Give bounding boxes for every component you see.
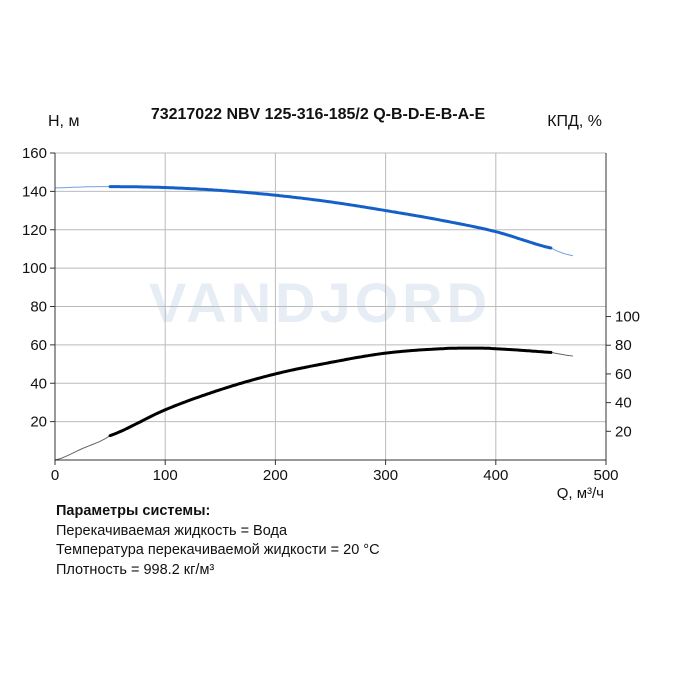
efficiency-curve bbox=[108, 346, 553, 438]
y-tick-label: 120 bbox=[22, 222, 47, 239]
y2-tick-label: 80 bbox=[615, 337, 632, 354]
param-temperature: Температура перекачиваемой жидкости = 20… bbox=[56, 542, 380, 558]
param-density: Плотность = 998.2 кг/м³ bbox=[56, 561, 215, 578]
chart-title: 73217022 NBV 125-316-185/2 Q-B-D-E-B-A-E bbox=[151, 106, 486, 123]
y2-tick-label: 20 bbox=[615, 423, 632, 440]
x-tick-label: 300 bbox=[373, 467, 398, 484]
x-tick-label: 200 bbox=[263, 467, 288, 484]
watermark-logo: VANDJORD bbox=[149, 271, 491, 334]
y-tick-label: 60 bbox=[30, 337, 47, 354]
y2-tick-label: 60 bbox=[615, 366, 632, 383]
head-curve bbox=[108, 185, 553, 250]
param-liquid: Перекачиваемая жидкость = Вода bbox=[56, 522, 288, 539]
efficiency-curve-thin-start bbox=[54, 435, 111, 461]
y-tick-label: 160 bbox=[22, 145, 47, 162]
y-tick-label: 140 bbox=[22, 183, 47, 200]
y2-axis-label: КПД, % bbox=[547, 113, 602, 130]
y2-tick-label: 40 bbox=[615, 395, 632, 412]
system-parameters-heading: Параметры системы: bbox=[56, 503, 211, 519]
y-tick-label: 100 bbox=[22, 260, 47, 277]
x-tick-label: 100 bbox=[153, 467, 178, 484]
head-curve-thin-end bbox=[550, 247, 574, 257]
x-tick-label: 500 bbox=[593, 467, 618, 484]
y-tick-label: 20 bbox=[30, 414, 47, 431]
y-axis-label: H, м bbox=[48, 113, 79, 130]
head-curve-thin-start bbox=[55, 186, 111, 189]
y2-tick-label: 100 bbox=[615, 309, 640, 326]
y-tick-label: 80 bbox=[30, 299, 47, 316]
chart-svg: VANDJORD H, м 73217022 NBV 125-316-185/2… bbox=[22, 106, 640, 502]
y-tick-label: 40 bbox=[30, 375, 47, 392]
x-tick-label: 0 bbox=[51, 467, 59, 484]
x-tick-label: 400 bbox=[483, 467, 508, 484]
system-parameters: Параметры системы: Перекачиваемая жидкос… bbox=[56, 502, 380, 580]
x-axis-label: Q, м³/ч bbox=[557, 485, 604, 500]
efficiency-curve-thin-end bbox=[550, 351, 573, 357]
